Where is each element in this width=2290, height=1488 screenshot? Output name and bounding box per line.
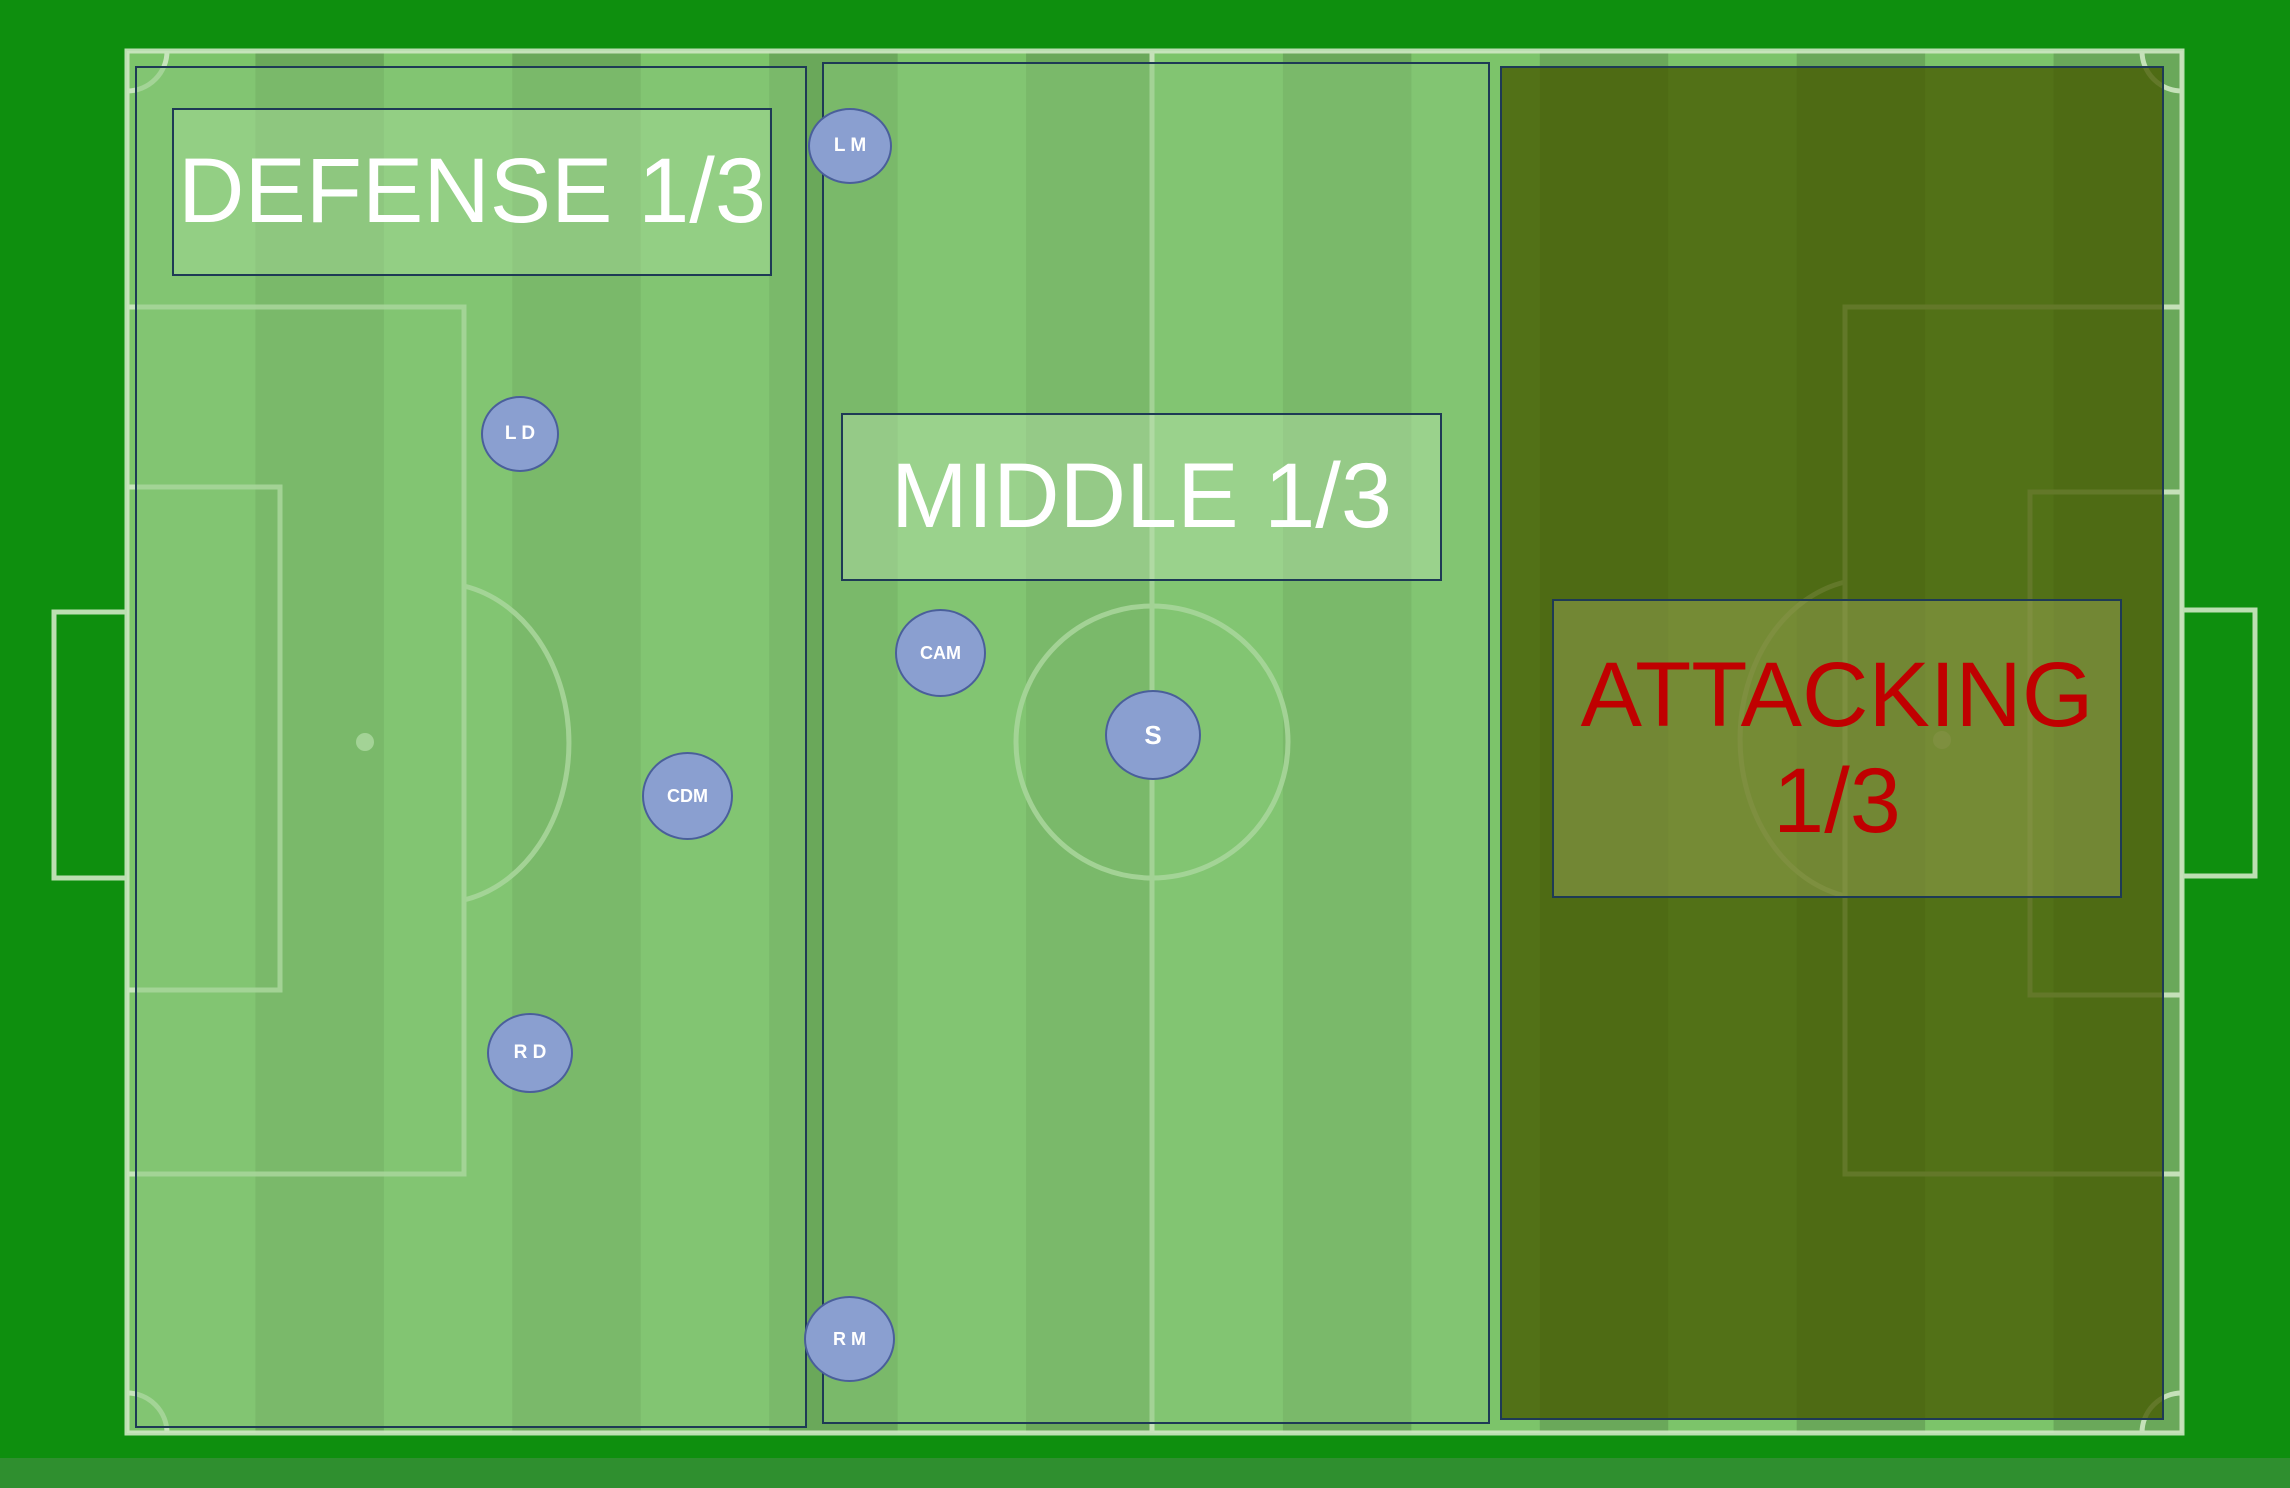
- bottom-grass-strip: [0, 1458, 2290, 1488]
- defense-third-label-text: DEFENSE 1/3: [178, 140, 766, 243]
- attacking-third-label: ATTACKING 1/3: [1552, 599, 2122, 898]
- player-striker[interactable]: S: [1105, 690, 1201, 780]
- player-left-midfielder[interactable]: L M: [808, 108, 892, 184]
- right-goal: [2179, 607, 2258, 879]
- attacking-third-label-line2: 1/3: [1773, 749, 1901, 852]
- player-left-defender[interactable]: L D: [481, 396, 559, 472]
- player-defensive-midfielder[interactable]: CDM: [642, 752, 733, 840]
- defense-third-label: DEFENSE 1/3: [172, 108, 772, 276]
- middle-third-label-text: MIDDLE 1/3: [890, 445, 1393, 548]
- player-right-defender[interactable]: R D: [487, 1013, 573, 1093]
- attacking-third-label-line1: ATTACKING: [1580, 643, 2094, 746]
- player-right-midfielder[interactable]: R M: [804, 1296, 895, 1382]
- attacking-third-zone: [1500, 66, 2164, 1420]
- left-goal: [51, 609, 130, 881]
- defense-third-zone: [135, 66, 807, 1428]
- middle-third-label: MIDDLE 1/3: [841, 413, 1442, 581]
- player-attacking-midfielder[interactable]: CAM: [895, 609, 986, 697]
